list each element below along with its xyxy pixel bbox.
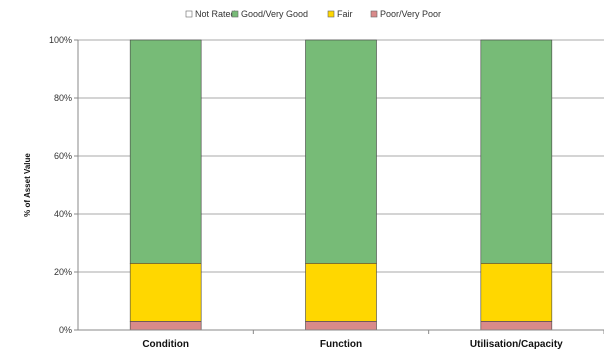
legend-swatch bbox=[327, 10, 335, 18]
y-axis-title: % of Asset Value bbox=[23, 153, 32, 217]
legend-swatch bbox=[185, 10, 193, 18]
y-tick-label: 40% bbox=[54, 209, 72, 219]
y-tick-label: 20% bbox=[54, 267, 72, 277]
bar-segment bbox=[480, 39, 553, 264]
category-label: Function bbox=[320, 339, 362, 350]
bar-segment bbox=[480, 320, 553, 331]
y-tick-label: 0% bbox=[59, 325, 72, 335]
legend-swatch bbox=[370, 10, 378, 18]
legend-label: Not Rated bbox=[195, 9, 236, 19]
legend-label: Fair bbox=[337, 9, 353, 19]
bar-segment bbox=[129, 262, 202, 322]
legend: Not Rated Good/Very Good Fair Poor/Very Poo… bbox=[185, 9, 441, 19]
bars bbox=[129, 39, 553, 331]
legend-label: Poor/Very Poor bbox=[380, 9, 441, 19]
axes bbox=[77, 40, 604, 331]
bar-segment bbox=[129, 320, 202, 331]
category-labels: Condition Function Utilisation/Capacity bbox=[142, 330, 604, 350]
legend-label: Good/Very Good bbox=[241, 9, 308, 19]
bar-segment bbox=[305, 39, 377, 264]
legend-swatch bbox=[231, 10, 239, 18]
bar-segment bbox=[480, 262, 553, 322]
y-tick-label: 100% bbox=[49, 35, 72, 45]
category-label: Utilisation/Capacity bbox=[470, 339, 563, 350]
bar-segment bbox=[305, 320, 377, 331]
bar-segment bbox=[305, 262, 377, 322]
y-tick-label: 80% bbox=[54, 93, 72, 103]
y-tick-labels: 0% 20% 40% 60% 80% 100% bbox=[49, 35, 72, 335]
y-tick-label: 60% bbox=[54, 151, 72, 161]
category-label: Condition bbox=[142, 339, 189, 350]
bar-segment bbox=[129, 39, 202, 264]
